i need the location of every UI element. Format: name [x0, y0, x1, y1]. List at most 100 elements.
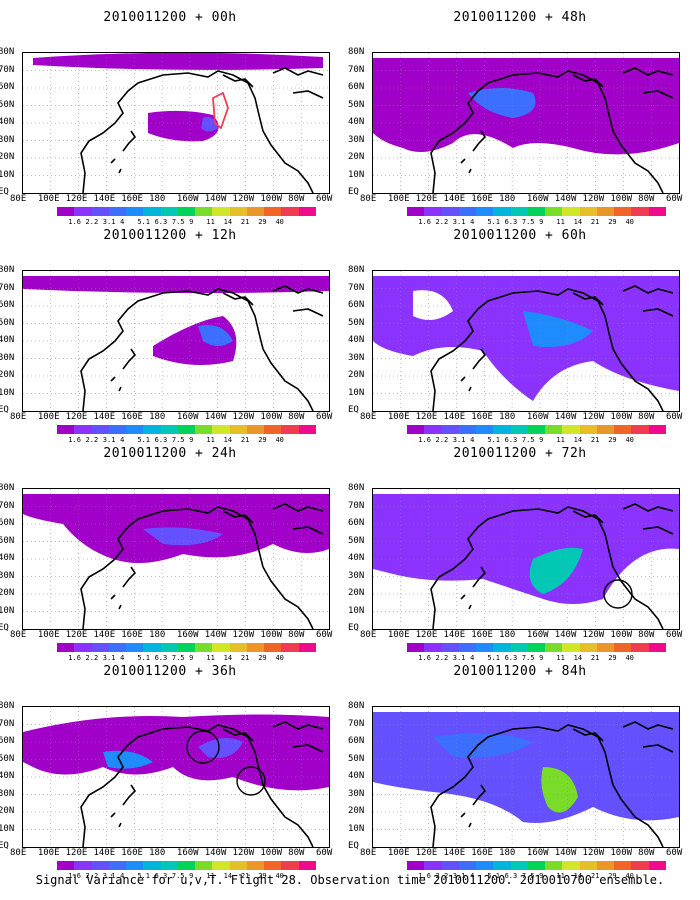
colorbar-swatch	[614, 207, 632, 216]
colorbar-swatch	[160, 425, 178, 434]
latitude-label: 60N	[0, 300, 15, 310]
latitude-label: 20N	[0, 588, 15, 598]
longitude-label: 120E	[65, 630, 88, 640]
longitude-label: 180	[499, 630, 516, 640]
colorbar-label: 4	[470, 872, 475, 880]
colorbar-label: 9	[189, 654, 194, 662]
longitude-label: 140E	[443, 412, 466, 422]
longitude-label: 160W	[526, 630, 549, 640]
colorbar-swatch	[91, 425, 109, 434]
colorbar-swatch	[246, 207, 265, 216]
colorbar-label: 5.1	[137, 872, 150, 880]
latitude-label: 20N	[348, 370, 365, 380]
map-panel: 2010011200 + 12h 80N 70N 60N 50N 40N 30N 20N 10N…	[0, 228, 340, 444]
colorbar-label: 2.2	[85, 654, 99, 662]
panel-title: 2010011200 + 72h	[453, 446, 587, 461]
colorbar-swatch	[424, 207, 442, 216]
longitude-label: 60W	[316, 848, 333, 858]
colorbar-swatch	[648, 643, 666, 652]
longitude-label: 160W	[526, 848, 549, 858]
colorbar-swatch	[441, 861, 459, 870]
colorbar-label: 9	[189, 436, 194, 444]
colorbar-swatch	[562, 861, 580, 870]
latitude-label: 70N	[348, 64, 365, 75]
colorbar-label: 5.1	[487, 654, 500, 662]
colorbar-label: 11	[556, 654, 565, 662]
colorbar-label: 40	[275, 218, 284, 226]
colorbar-swatch	[441, 207, 459, 216]
longitude-label: 140E	[93, 630, 116, 640]
colorbar-label: 29	[258, 654, 267, 662]
colorbar-swatch	[493, 861, 511, 870]
colorbar-swatch	[212, 643, 230, 652]
latitude-label: 10N	[0, 169, 15, 180]
latitude-label: 20N	[348, 588, 365, 598]
colorbar-swatch	[264, 861, 282, 870]
colorbar-swatch	[91, 207, 109, 216]
variance-map	[372, 270, 680, 412]
colorbar-label: 5.1	[137, 654, 150, 662]
longitude-label: 120E	[415, 848, 438, 858]
longitude-label: 140W	[204, 194, 227, 204]
colorbar-label: 4	[120, 218, 125, 226]
latitude-label: 40N	[348, 117, 365, 127]
longitude-label: 140W	[204, 412, 227, 422]
colorbar-label: 21	[240, 218, 250, 226]
colorbar-label: 7.5	[521, 436, 535, 444]
colorbar-swatch	[281, 207, 299, 216]
colorbar-label: 4	[470, 436, 475, 444]
variance-map	[372, 52, 680, 194]
colorbar-label: 4	[120, 654, 125, 662]
latitude-label: 20N	[348, 152, 365, 162]
panel-title: 2010011200 + 48h	[453, 10, 587, 25]
colorbar-label: 9	[539, 654, 544, 662]
longitude-label: 180	[499, 848, 516, 858]
latitude-label: 30N	[0, 352, 15, 363]
longitude-label: 140E	[443, 630, 466, 640]
longitude-label: 80W	[638, 848, 655, 858]
colorbar-label: 3.1	[452, 872, 466, 880]
colorbar-swatch	[177, 861, 196, 870]
colorbar-label: 14	[573, 872, 583, 880]
colorbar-label: 14	[573, 436, 583, 444]
longitude-label: 140W	[204, 630, 227, 640]
longitude-label: 100W	[610, 848, 633, 858]
colorbar-label: 7.5	[521, 872, 535, 880]
longitude-label: 160E	[471, 630, 493, 640]
latitude-label: 40N	[348, 553, 365, 563]
variance-map	[22, 706, 330, 848]
colorbar-swatch	[126, 207, 144, 216]
colorbar-swatch	[195, 207, 213, 216]
longitude-label: 100E	[37, 412, 60, 422]
colorbar-swatch	[298, 425, 316, 434]
colorbar-label: 2.2	[435, 654, 449, 662]
longitude-label: 80W	[638, 194, 655, 204]
map-panel: 2010011200 + 48h 80N 70N 60N 50N 40N 30N 20N 10N…	[348, 10, 690, 226]
longitude-label: 100E	[37, 630, 60, 640]
colorbar-swatch	[527, 207, 546, 216]
longitude-label: 120E	[415, 412, 438, 422]
variance-map	[372, 488, 680, 630]
colorbar-swatch	[458, 207, 477, 216]
colorbar-label: 11	[556, 218, 565, 226]
longitude-label: 120E	[415, 194, 438, 204]
colorbar-label: 14	[223, 872, 233, 880]
latitude-label: 60N	[348, 518, 365, 528]
colorbar-swatch	[57, 643, 75, 652]
colorbar-swatch	[57, 861, 75, 870]
colorbar-swatch	[229, 425, 247, 434]
longitude-label: 80E	[10, 194, 27, 204]
colorbar-swatch	[264, 643, 282, 652]
latitude-label: 30N	[348, 134, 365, 145]
latitude-label: 80N	[348, 265, 365, 275]
latitude-label: 70N	[348, 718, 365, 729]
longitude-label: 180	[499, 194, 516, 204]
colorbar-swatch	[298, 643, 316, 652]
longitude-label: 60W	[666, 412, 683, 422]
longitude-label: 120W	[232, 194, 255, 204]
colorbar-swatch	[476, 207, 494, 216]
latitude-label: 70N	[0, 282, 15, 293]
longitude-label: 120E	[415, 630, 438, 640]
colorbar-swatch	[631, 425, 649, 434]
latitude-label: 20N	[0, 806, 15, 816]
